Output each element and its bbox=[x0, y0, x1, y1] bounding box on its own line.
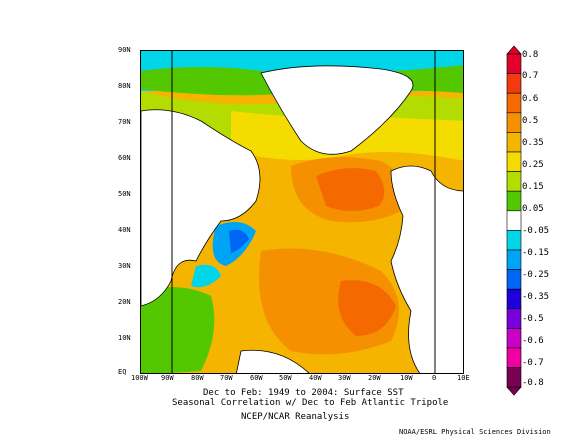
colorbar-swatch bbox=[506, 249, 522, 270]
colorbar-swatch bbox=[506, 288, 522, 310]
sst-correlation-map bbox=[140, 50, 464, 374]
colorbar-label: -0.35 bbox=[522, 292, 550, 302]
lat-label: 90N bbox=[118, 46, 131, 54]
colorbar-swatch bbox=[506, 328, 522, 349]
lat-label: 50N bbox=[118, 190, 131, 198]
colorbar-label: 0.15 bbox=[522, 182, 544, 192]
colorbar-swatch bbox=[506, 269, 522, 290]
colorbar-label: 0.6 bbox=[522, 94, 539, 104]
lon-label: 10W bbox=[400, 374, 413, 382]
colorbar-label: -0.5 bbox=[522, 314, 544, 324]
lat-label: 80N bbox=[118, 82, 131, 90]
colorbar-label: -0.6 bbox=[522, 336, 544, 346]
colorbar-swatch bbox=[506, 132, 522, 153]
colorbar-label: -0.8 bbox=[522, 378, 544, 388]
colorbar-label: -0.25 bbox=[522, 270, 550, 280]
map-field bbox=[141, 51, 463, 373]
colorbar-label: 0.25 bbox=[522, 160, 544, 170]
colorbar-swatch bbox=[506, 151, 522, 172]
colorbar-swatch bbox=[506, 171, 522, 192]
colorbar-swatch bbox=[506, 112, 522, 133]
lon-label: 0 bbox=[432, 374, 437, 382]
colorbar-arrow-top bbox=[506, 45, 522, 55]
caption-line-2: Seasonal Correlation w/ Dec to Feb Atlan… bbox=[172, 398, 449, 408]
lon-label: 90W bbox=[161, 374, 174, 382]
colorbar-label: 0.5 bbox=[522, 116, 539, 126]
colorbar-label: -0.7 bbox=[522, 358, 544, 368]
colorbar-arrow-bottom bbox=[506, 386, 522, 396]
dataset-label: NCEP/NCAR Reanalysis bbox=[241, 412, 350, 422]
colorbar-label: -0.05 bbox=[522, 226, 550, 236]
colorbar-label: 0.8 bbox=[522, 50, 539, 60]
colorbar-swatch bbox=[506, 308, 522, 329]
lon-label: 60W bbox=[250, 374, 263, 382]
lon-label: 30W bbox=[338, 374, 351, 382]
lat-label: EQ bbox=[118, 368, 127, 376]
colorbar-swatch bbox=[506, 190, 522, 212]
lat-label: 10N bbox=[118, 334, 131, 342]
colorbar-label: 0.35 bbox=[522, 138, 544, 148]
lat-label: 30N bbox=[118, 262, 131, 270]
colorbar-swatch bbox=[506, 367, 522, 388]
colorbar-label: -0.15 bbox=[522, 248, 550, 258]
lon-label: 40W bbox=[309, 374, 322, 382]
lon-label: 80W bbox=[191, 374, 204, 382]
lon-label: 20W bbox=[368, 374, 381, 382]
colorbar-swatch bbox=[506, 347, 522, 368]
caption-line-1: Dec to Feb: 1949 to 2004: Surface SST bbox=[203, 388, 404, 398]
lat-label: 40N bbox=[118, 226, 131, 234]
colorbar-label: 0.05 bbox=[522, 204, 544, 214]
lon-label: 50W bbox=[279, 374, 292, 382]
colorbar-swatch bbox=[506, 92, 522, 114]
colorbar-swatch bbox=[506, 230, 522, 251]
colorbar-label: 0.7 bbox=[522, 71, 539, 81]
credit-label: NOAA/ESRL Physical Sciences Division bbox=[399, 428, 551, 436]
lat-label: 70N bbox=[118, 118, 131, 126]
colorbar-swatch bbox=[506, 73, 522, 94]
lon-label: 100W bbox=[131, 374, 148, 382]
lon-label: 10E bbox=[457, 374, 470, 382]
lat-label: 60N bbox=[118, 154, 131, 162]
colorbar bbox=[506, 45, 522, 396]
colorbar-swatch bbox=[506, 53, 522, 74]
lat-label: 20N bbox=[118, 298, 131, 306]
colorbar-swatch bbox=[506, 210, 522, 231]
lon-label: 70W bbox=[220, 374, 233, 382]
